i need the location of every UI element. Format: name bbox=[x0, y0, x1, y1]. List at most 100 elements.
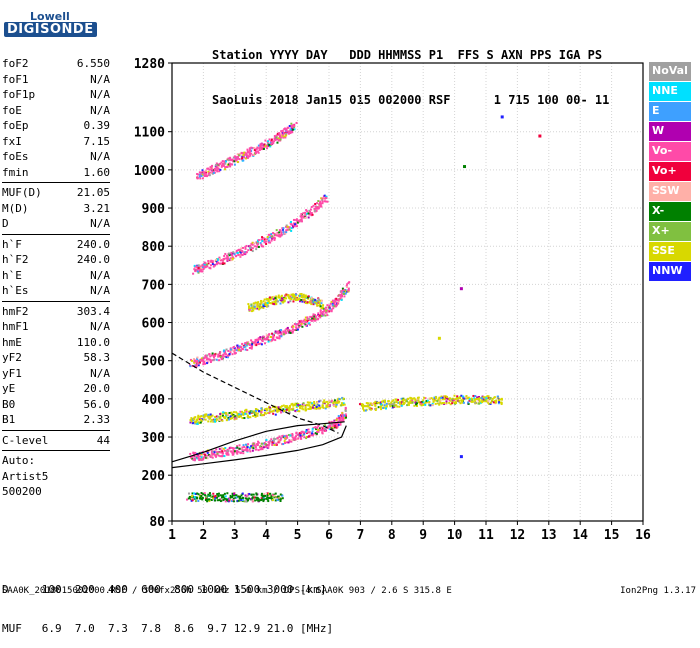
echo-dot bbox=[238, 447, 241, 450]
echo-dot bbox=[441, 398, 444, 401]
echo-dot bbox=[214, 418, 217, 421]
echo-dot bbox=[203, 264, 206, 267]
echo-dot bbox=[194, 492, 197, 495]
echo-dot bbox=[431, 404, 434, 407]
echo-dot bbox=[216, 170, 219, 173]
param-value: N/A bbox=[90, 103, 110, 117]
echo-dot bbox=[260, 492, 263, 495]
echo-dot bbox=[289, 440, 292, 443]
echo-trace bbox=[189, 396, 346, 425]
echo-dot bbox=[485, 397, 488, 400]
echo-dot bbox=[245, 410, 248, 413]
echo-dot bbox=[209, 359, 212, 362]
echo-dot bbox=[230, 495, 233, 498]
echo-dot bbox=[241, 246, 244, 249]
echo-dot bbox=[191, 422, 194, 425]
echo-dot bbox=[233, 351, 236, 354]
echo-dot bbox=[219, 412, 222, 415]
echo-dot bbox=[236, 156, 239, 159]
x-tick-label: 1 bbox=[168, 528, 176, 543]
echo-dot bbox=[290, 124, 293, 127]
echo-dot bbox=[274, 413, 277, 416]
echo-dot bbox=[270, 142, 273, 145]
echo-dot bbox=[302, 402, 305, 405]
echo-dot bbox=[284, 331, 287, 334]
echo-dot bbox=[305, 430, 308, 433]
echo-dot bbox=[213, 420, 216, 423]
echo-dot bbox=[317, 313, 320, 316]
echo-dot bbox=[232, 448, 235, 451]
echo-dot bbox=[319, 310, 322, 313]
echo-dot bbox=[245, 408, 248, 411]
echo-dot bbox=[397, 398, 400, 401]
echo-dot bbox=[199, 361, 202, 364]
echo-dot bbox=[478, 395, 481, 398]
echo-dot bbox=[190, 359, 193, 362]
echo-dot bbox=[318, 400, 321, 403]
echo-dot bbox=[313, 319, 316, 322]
echo-dot bbox=[236, 499, 239, 502]
echo-dot bbox=[215, 169, 218, 172]
echo-dot bbox=[197, 417, 200, 420]
echo-dot bbox=[193, 418, 196, 421]
echo-dot bbox=[294, 437, 297, 440]
echo-dot bbox=[276, 234, 279, 237]
echo-dot bbox=[270, 495, 273, 498]
echo-dot bbox=[276, 138, 279, 141]
echo-dot bbox=[213, 495, 216, 498]
echo-dot bbox=[220, 496, 223, 499]
echo-dot bbox=[205, 457, 208, 460]
echo-dot bbox=[233, 415, 236, 418]
echo-dot bbox=[287, 441, 290, 444]
echo-dot bbox=[327, 309, 330, 312]
echo-dot bbox=[345, 284, 348, 287]
echo-dot bbox=[293, 329, 296, 332]
echo-dot bbox=[202, 493, 205, 496]
echo-dot bbox=[258, 308, 261, 311]
echo-dot bbox=[400, 404, 403, 407]
echo-dot bbox=[229, 347, 232, 350]
echo-dot bbox=[235, 416, 238, 419]
echo-dot bbox=[286, 294, 289, 297]
echo-dot bbox=[365, 405, 368, 408]
echo-dot bbox=[279, 407, 282, 410]
echo-dot bbox=[273, 443, 276, 446]
echo-dot bbox=[210, 499, 213, 502]
echo-dot bbox=[245, 412, 248, 415]
param-value: N/A bbox=[90, 284, 110, 297]
echo-dot bbox=[409, 397, 412, 400]
echo-dot bbox=[266, 338, 269, 341]
echo-dot bbox=[251, 307, 254, 310]
echo-dot bbox=[293, 128, 296, 131]
echo-dot bbox=[411, 401, 414, 404]
echo-dot bbox=[262, 305, 265, 308]
echo-dot bbox=[439, 401, 442, 404]
echo-dot bbox=[284, 329, 287, 332]
echo-dot bbox=[319, 399, 322, 402]
echo-dot bbox=[203, 414, 206, 417]
echo-dot bbox=[478, 400, 481, 403]
echo-dot bbox=[391, 404, 394, 407]
echo-dot bbox=[207, 420, 210, 423]
echo-dot bbox=[282, 301, 285, 304]
echo-dot bbox=[311, 427, 314, 430]
echo-dot bbox=[222, 498, 225, 501]
echo-dot bbox=[204, 499, 207, 502]
echo-dot bbox=[237, 253, 240, 256]
echo-dot bbox=[193, 268, 196, 271]
echo-dot bbox=[390, 401, 393, 404]
param-separator bbox=[2, 233, 110, 235]
echo-dot bbox=[209, 413, 212, 416]
echo-dot bbox=[219, 415, 222, 418]
echo-dot bbox=[301, 407, 304, 410]
echo-dot bbox=[486, 400, 489, 403]
echo-dot bbox=[274, 331, 277, 334]
echo-dot bbox=[272, 440, 275, 443]
echo-dot bbox=[474, 398, 477, 401]
param-name: Auto: bbox=[2, 454, 36, 467]
echo-dot bbox=[320, 311, 323, 314]
echo-dot bbox=[264, 412, 267, 415]
param-row: MUF(D) 21.05 bbox=[2, 185, 110, 201]
echo-dot bbox=[341, 414, 344, 417]
echo-dot bbox=[285, 441, 288, 444]
